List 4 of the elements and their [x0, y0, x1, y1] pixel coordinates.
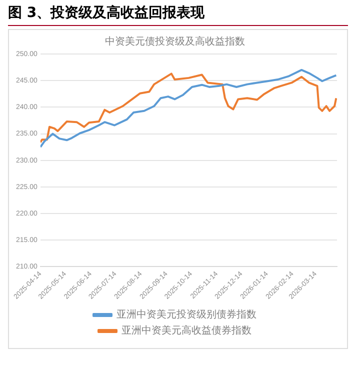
- chart-subtitle: 中资美元债投资级及高收益指数: [105, 36, 245, 48]
- legend-label: 亚洲中资美元投资级别债券指数: [116, 308, 256, 321]
- legend-label: 亚洲中资美元高收益债券指数: [122, 324, 252, 337]
- chart-title: 图 3、投资级及高收益回报表现: [8, 4, 348, 26]
